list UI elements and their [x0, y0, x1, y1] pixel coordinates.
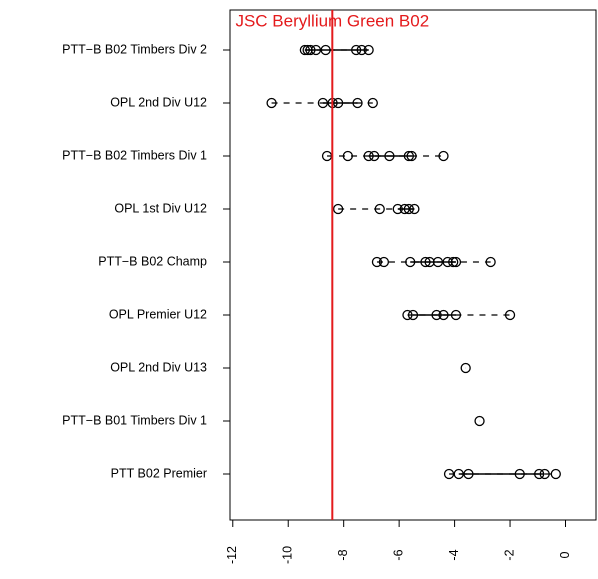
- point: [504, 309, 516, 321]
- point: [409, 203, 420, 215]
- point: [407, 309, 419, 321]
- point: [317, 97, 329, 109]
- y-tick-label: OPL 2nd Div U12: [110, 95, 207, 109]
- y-tick-label: PTT−B B02 Timbers Div 2: [62, 42, 207, 56]
- x-tick-label: -6: [391, 549, 405, 560]
- point: [448, 256, 459, 268]
- point: [363, 150, 374, 162]
- point: [342, 150, 353, 162]
- x-tick-label: -4: [447, 549, 461, 560]
- point: [332, 97, 344, 109]
- y-tick-label: OPL 2nd Div U13: [110, 360, 207, 374]
- y-tick-label: PTT−B B02 Champ: [98, 254, 207, 268]
- point: [352, 97, 363, 109]
- x-tick-label: -12: [225, 546, 239, 564]
- point: [332, 203, 344, 215]
- point: [302, 44, 313, 56]
- point: [431, 309, 442, 321]
- point: [474, 415, 485, 427]
- point: [320, 44, 331, 56]
- point: [310, 44, 322, 56]
- point: [420, 256, 431, 268]
- point: [514, 468, 525, 480]
- point: [405, 256, 416, 268]
- x-tick-label: -8: [336, 549, 350, 560]
- x-tick-label: 0: [558, 551, 572, 558]
- point: [367, 97, 378, 109]
- point: [371, 256, 383, 268]
- point: [403, 203, 414, 215]
- point: [399, 203, 410, 215]
- point: [392, 203, 403, 215]
- chart-title: JSC Beryllium Green B02: [235, 11, 429, 30]
- point: [460, 362, 471, 374]
- point: [403, 150, 414, 162]
- x-tick-label: -2: [502, 549, 516, 560]
- point: [442, 256, 453, 268]
- point: [374, 203, 385, 215]
- point: [463, 468, 474, 480]
- point: [432, 256, 444, 268]
- point: [363, 44, 374, 56]
- point: [550, 468, 561, 480]
- point: [305, 44, 316, 56]
- point: [443, 468, 455, 480]
- point: [450, 309, 462, 321]
- y-tick-label: OPL Premier U12: [109, 307, 207, 321]
- point: [485, 256, 496, 268]
- point: [369, 150, 380, 162]
- point: [402, 309, 413, 321]
- point: [266, 97, 277, 109]
- point: [384, 150, 395, 162]
- point: [406, 150, 417, 162]
- point: [356, 44, 367, 56]
- point: [534, 468, 545, 480]
- point: [424, 256, 435, 268]
- y-tick-label: OPL 1st Div U12: [114, 201, 207, 215]
- point: [351, 44, 362, 56]
- y-tick-label: PTT−B B01 Timbers Div 1: [62, 413, 207, 427]
- point: [438, 150, 449, 162]
- point: [453, 468, 464, 480]
- point: [539, 468, 550, 480]
- point: [299, 44, 311, 56]
- point: [438, 309, 449, 321]
- plot-frame: [229, 9, 597, 521]
- y-tick-label: PTT B02 Premier: [111, 466, 207, 480]
- point: [378, 256, 390, 268]
- point: [450, 256, 462, 268]
- x-tick-label: -10: [281, 546, 295, 564]
- y-tick-label: PTT−B B02 Timbers Div 1: [62, 148, 207, 162]
